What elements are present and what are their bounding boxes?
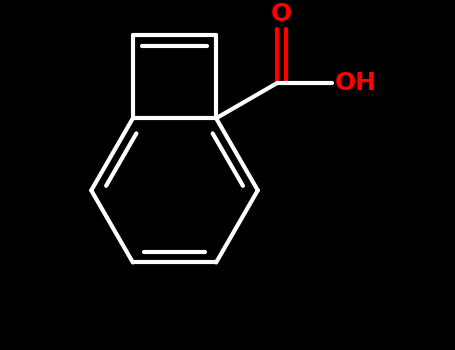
Text: O: O bbox=[271, 2, 292, 26]
Text: OH: OH bbox=[334, 71, 377, 95]
